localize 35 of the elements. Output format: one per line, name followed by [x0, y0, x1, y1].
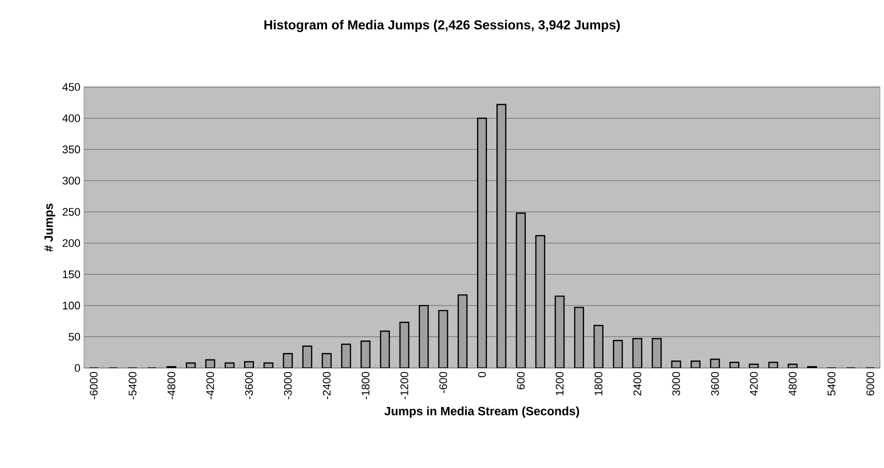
x-tick-label: -3600	[245, 372, 253, 400]
y-tick-label: 400	[62, 114, 80, 122]
x-tick-label: -4200	[206, 372, 214, 400]
x-tick-label: 0	[478, 372, 486, 378]
chart-title: Histogram of Media Jumps (2,426 Sessions, 3,942 Jumps)	[264, 20, 620, 32]
x-axis-title: Jumps in Media Stream (Seconds)	[384, 406, 580, 418]
x-tick-label: 1200	[556, 372, 564, 396]
x-tick-label: 4200	[750, 372, 758, 396]
y-tick-label: 450	[62, 83, 80, 91]
bar	[477, 118, 487, 368]
y-tick-label: 100	[62, 302, 80, 310]
y-tick-label: 150	[62, 270, 80, 278]
x-tick-label: -6000	[90, 372, 98, 400]
x-tick-label: 2400	[633, 372, 642, 396]
x-tick-label: 1800	[594, 372, 602, 396]
x-tick-label: -2400	[322, 372, 331, 400]
x-tick-label: -5400	[128, 372, 136, 400]
x-tick-label: 4800	[788, 372, 797, 396]
x-tick-label: -600	[439, 372, 448, 394]
x-tick-label: -3000	[284, 372, 292, 400]
x-tick-label: 3600	[711, 372, 719, 396]
y-tick-label: 200	[62, 239, 80, 247]
x-tick-label: 6000	[866, 372, 874, 396]
x-tick-label: 3000	[672, 372, 680, 396]
x-tick-label: 5400	[828, 372, 836, 396]
y-tick-label: 300	[62, 176, 80, 185]
x-tick-label: -4800	[167, 372, 176, 400]
x-tick-label: -1200	[400, 372, 408, 400]
y-tick-label: 250	[62, 208, 80, 216]
x-tick-label: -1800	[362, 372, 370, 400]
x-tick-label: 600	[516, 372, 525, 390]
y-tick-label: 50	[68, 332, 80, 341]
y-tick-label: 0	[74, 364, 80, 372]
y-tick-label: 350	[62, 146, 80, 154]
y-axis-title: # Jumps	[44, 204, 56, 252]
